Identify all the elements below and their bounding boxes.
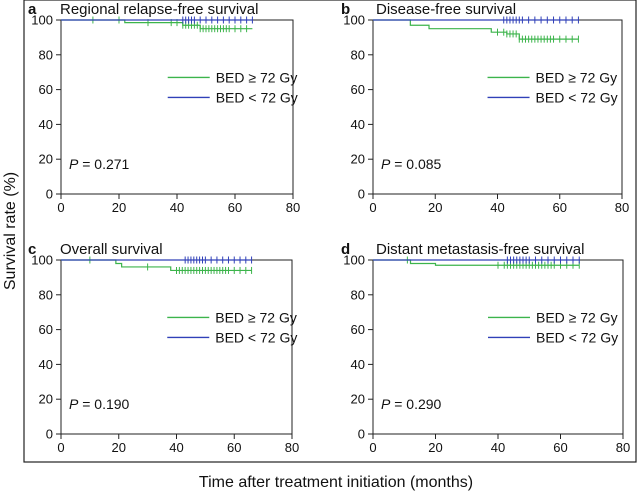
x-tick-label: 40	[169, 440, 183, 455]
legend-label: BED ≥ 72 Gy	[216, 69, 298, 85]
legend-label: BED < 72 Gy	[536, 329, 618, 345]
x-axis-title: Time after treatment initiation (months)	[199, 474, 473, 491]
y-tick-label: 40	[351, 117, 365, 132]
y-tick-label: 20	[39, 152, 53, 167]
x-tick-label: 80	[285, 440, 299, 455]
panel-title: Overall survival	[60, 241, 163, 258]
y-tick-label: 80	[351, 287, 365, 302]
y-tick-label: 60	[351, 82, 365, 97]
y-tick-label: 100	[343, 253, 365, 268]
panel-d: d Distant metastasis-free survival 0 20 40 60…	[341, 241, 630, 455]
panel-a: a Regional relapse-free survival 0 20 40 60 80…	[28, 1, 300, 215]
x-tick-label: 80	[286, 200, 300, 215]
x-tick-label: 40	[170, 200, 184, 215]
x-tick-label: 20	[112, 440, 126, 455]
p-value-text: = 0.290	[390, 396, 441, 412]
legend-label: BED < 72 Gy	[215, 329, 297, 345]
y-tick-label: 80	[39, 47, 53, 62]
x-tick-label: 60	[228, 200, 242, 215]
y-tick-label: 100	[31, 13, 53, 28]
y-tick-label: 60	[39, 322, 53, 337]
figure-frame	[23, 0, 637, 463]
p-symbol: P	[69, 396, 79, 412]
x-tick-label: 80	[615, 200, 629, 215]
p-symbol: P	[69, 156, 79, 172]
p-value-text: = 0.271	[78, 156, 129, 172]
legend-label: BED ≥ 72 Gy	[215, 309, 297, 325]
p-value-text: = 0.190	[78, 396, 129, 412]
x-tick-label: 20	[428, 200, 442, 215]
p-value-label: P = 0.085	[381, 156, 442, 172]
legend-label: BED ≥ 72 Gy	[536, 69, 618, 85]
x-tick-label: 0	[57, 440, 64, 455]
p-value-text: = 0.085	[390, 156, 441, 172]
p-value-label: P = 0.271	[69, 156, 130, 172]
y-tick-label: 0	[358, 427, 365, 442]
y-tick-label: 80	[39, 287, 53, 302]
y-tick-label: 20	[351, 392, 365, 407]
y-tick-label: 60	[39, 82, 53, 97]
y-tick-label: 0	[46, 187, 53, 202]
panel-letter: a	[28, 1, 37, 18]
y-tick-label: 20	[39, 392, 53, 407]
y-tick-label: 20	[351, 152, 365, 167]
p-symbol: P	[381, 396, 391, 412]
p-value-label: P = 0.190	[69, 396, 130, 412]
legend-label: BED < 72 Gy	[536, 89, 618, 105]
p-value-label: P = 0.290	[381, 396, 442, 412]
y-tick-label: 60	[351, 322, 365, 337]
x-tick-label: 20	[428, 440, 442, 455]
km-curve-high_bed	[373, 19, 579, 40]
x-tick-label: 20	[112, 200, 126, 215]
x-tick-label: 60	[553, 200, 567, 215]
y-tick-label: 0	[46, 427, 53, 442]
x-tick-label: 0	[369, 440, 376, 455]
x-tick-label: 60	[553, 440, 567, 455]
y-tick-label: 40	[39, 357, 53, 372]
y-tick-label: 0	[358, 187, 365, 202]
y-tick-label: 100	[343, 13, 365, 28]
legend-label: BED < 72 Gy	[216, 89, 298, 105]
panel-title: Regional relapse-free survival	[60, 1, 258, 18]
panel-letter: b	[341, 1, 350, 18]
x-tick-label: 0	[57, 200, 64, 215]
x-tick-label: 40	[490, 200, 504, 215]
y-axis-title: Survival rate (%)	[2, 172, 19, 290]
y-tick-label: 100	[31, 253, 53, 268]
panel-title: Disease-free survival	[376, 1, 516, 18]
panel-b: b Disease-free survival 0 20 40 60 80 100 0 20 40 6…	[341, 1, 629, 215]
panel-letter: d	[341, 241, 350, 258]
x-tick-label: 40	[491, 440, 505, 455]
panel-letter: c	[28, 241, 36, 258]
panel-c: c Overall survival 0 20 40 60 80 100 0 20 40 60 80 BE…	[28, 241, 299, 455]
p-symbol: P	[381, 156, 391, 172]
legend-label: BED ≥ 72 Gy	[536, 309, 618, 325]
x-tick-label: 80	[616, 440, 630, 455]
x-tick-label: 0	[369, 200, 376, 215]
x-tick-label: 60	[227, 440, 241, 455]
y-tick-label: 40	[351, 357, 365, 372]
y-tick-label: 80	[351, 47, 365, 62]
y-tick-label: 40	[39, 117, 53, 132]
panels: a Regional relapse-free survival 0 20 40 60 80…	[28, 1, 630, 455]
panel-title: Distant metastasis-free survival	[376, 241, 584, 258]
